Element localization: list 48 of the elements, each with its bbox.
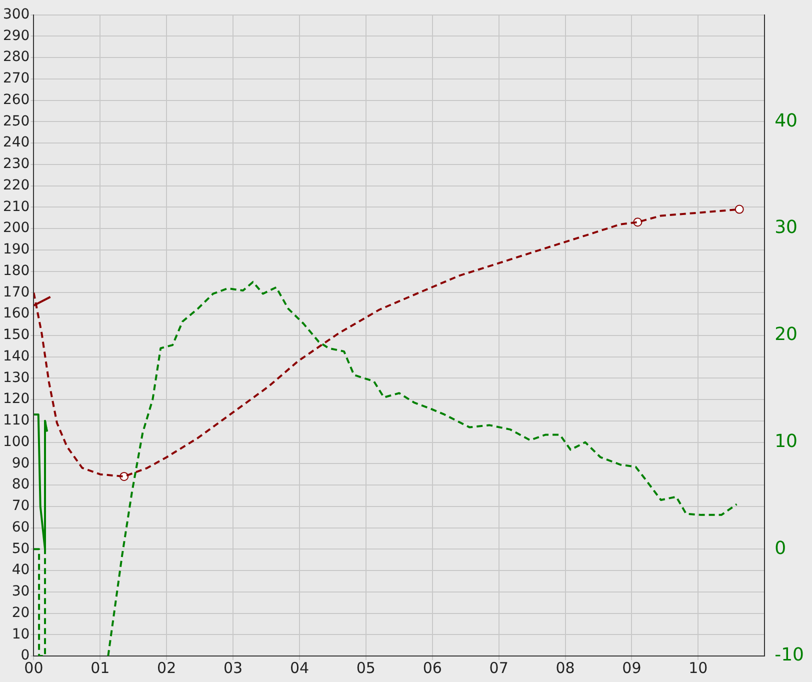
y2-tick-label: 40 xyxy=(774,110,798,132)
y-tick-label: 160 xyxy=(2,306,30,322)
x-tick-label: 00 xyxy=(24,658,44,677)
y-tick-label: 110 xyxy=(2,412,30,429)
y2-tick-label: 20 xyxy=(774,324,798,346)
y-tick-label: 290 xyxy=(2,28,30,44)
y-tick-label: 150 xyxy=(2,327,30,344)
y-tick-label: 210 xyxy=(2,198,30,215)
y-tick-label: 220 xyxy=(2,177,30,194)
y-tick-label: 140 xyxy=(2,348,30,364)
y-tick-label: 270 xyxy=(2,70,30,87)
x-tick-label: 10 xyxy=(688,658,708,677)
x-tick-label: 02 xyxy=(157,658,176,677)
y2-tick-label: -10 xyxy=(774,644,804,666)
y-tick-label: 30 xyxy=(12,584,30,600)
x-tick-label: 09 xyxy=(622,658,642,677)
y-tick-label: 190 xyxy=(2,242,30,258)
x-tick-label: 06 xyxy=(422,658,442,677)
y2-tick-label: 30 xyxy=(774,217,798,238)
x-tick-label: 01 xyxy=(90,658,110,677)
y-tick-label: 250 xyxy=(2,113,30,130)
y-tick-label: 80 xyxy=(12,476,30,493)
point xyxy=(734,204,744,214)
x-tick-label: 05 xyxy=(356,658,376,677)
x-tick-label: 03 xyxy=(224,658,243,677)
y-tick-label: 230 xyxy=(2,156,30,172)
y-tick-label: 10 xyxy=(12,626,30,642)
y-tick-label: 50 xyxy=(12,540,30,557)
y-tick-label: 260 xyxy=(2,92,30,108)
x-tick-label: 07 xyxy=(489,658,508,677)
y-tick-label: 280 xyxy=(2,49,30,66)
x-tick-label: 08 xyxy=(556,658,575,677)
y2-tick-label: 0 xyxy=(774,538,786,559)
y-tick-label: 170 xyxy=(2,284,30,300)
y-tick-label: 20 xyxy=(12,604,30,621)
y-tick-label: 300 xyxy=(2,6,30,22)
x-tick-label: 04 xyxy=(290,658,310,677)
y-tick-label: 180 xyxy=(2,262,30,279)
y-tick-label: 240 xyxy=(2,134,30,151)
y-tick-label: 60 xyxy=(12,519,30,536)
y-tick-label: 120 xyxy=(2,391,30,408)
y-tick-label: 40 xyxy=(12,562,30,578)
y-tick-label: 90 xyxy=(12,455,30,472)
y-tick-label: 130 xyxy=(2,370,30,386)
y-tick-label: 70 xyxy=(12,498,30,514)
y-tick-label: 100 xyxy=(2,434,30,450)
y-tick-label: 200 xyxy=(2,220,30,236)
y2-tick-label: 10 xyxy=(774,430,798,452)
